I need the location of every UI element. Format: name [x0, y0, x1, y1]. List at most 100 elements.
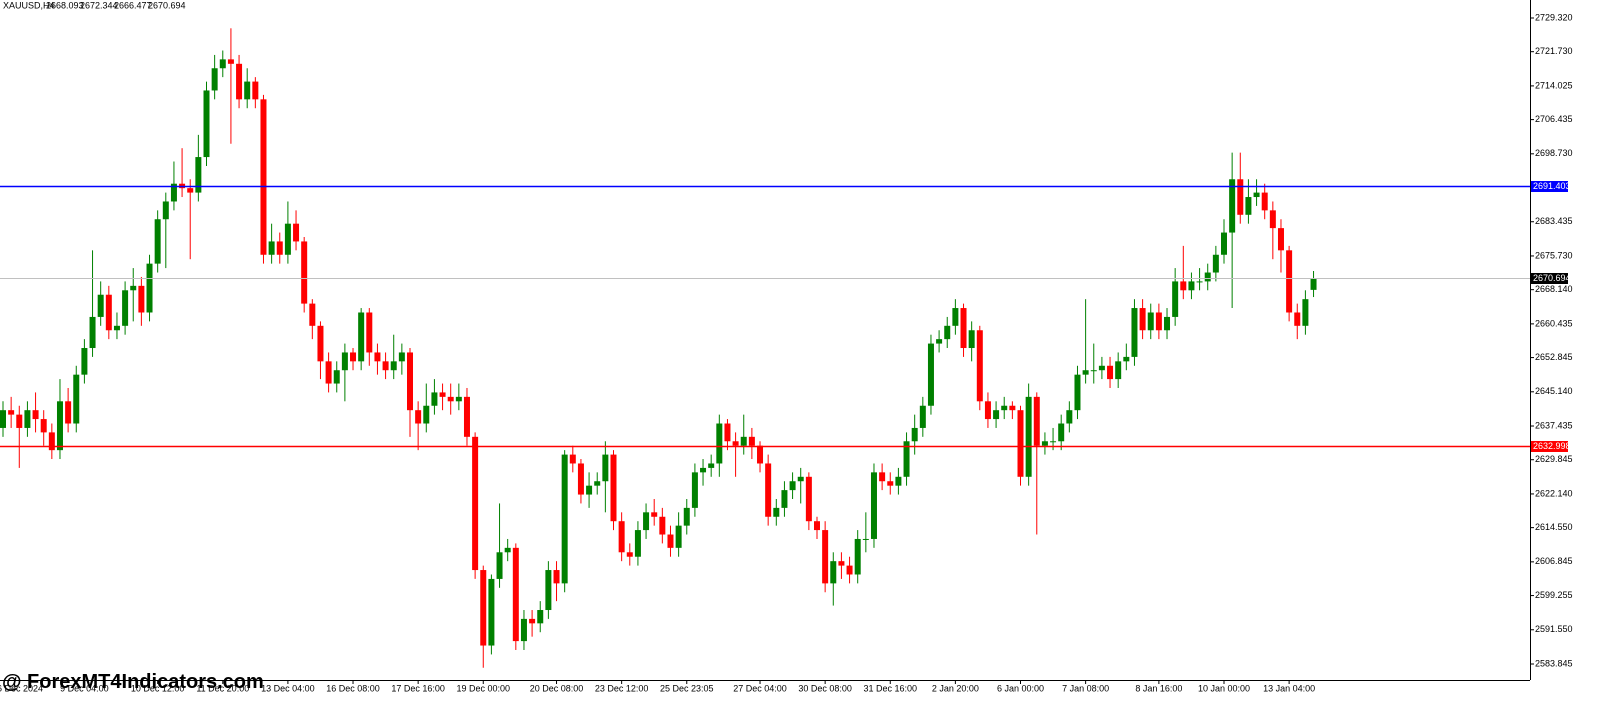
- candle-body: [993, 410, 1000, 420]
- candle-body: [1261, 192, 1268, 211]
- candle-body: [89, 316, 96, 349]
- x-tick-label: 20 Dec 08:00: [530, 683, 584, 693]
- price-label-bg: [1531, 181, 1568, 192]
- candle-body: [203, 90, 210, 158]
- candle-body: [447, 396, 454, 402]
- candle-body: [301, 241, 308, 304]
- candle-body: [814, 521, 820, 531]
- candle-body: [870, 472, 877, 539]
- candle-body: [154, 219, 161, 264]
- x-tick-label: 13 Dec 04:00: [261, 683, 315, 693]
- y-tick-label: 2683.435: [1535, 216, 1573, 226]
- candle-body: [455, 396, 462, 402]
- candle-body: [122, 290, 129, 326]
- candle-body: [830, 561, 837, 584]
- candle-body: [366, 312, 373, 353]
- candle-body: [797, 476, 804, 482]
- candle-body: [724, 423, 731, 442]
- price-label: 2670.694: [1533, 273, 1571, 283]
- x-tick-label: 7 Jan 08:00: [1062, 683, 1109, 693]
- candle-body: [8, 410, 15, 415]
- candle-body: [789, 481, 796, 491]
- candle-body: [651, 512, 658, 517]
- candle-body: [1066, 410, 1073, 424]
- price-label-bg: [1531, 273, 1568, 284]
- candle-body: [1050, 441, 1057, 443]
- y-tick-label: 2729.320: [1535, 12, 1573, 22]
- candle-body: [903, 441, 910, 477]
- price-label: 2632.998: [1533, 441, 1571, 451]
- candle-body: [32, 410, 39, 420]
- candle-body: [1269, 210, 1276, 229]
- y-tick-label: 2714.025: [1535, 80, 1573, 90]
- candle-body: [317, 325, 324, 362]
- candle-body: [1041, 441, 1048, 446]
- candle-body: [244, 81, 251, 100]
- x-tick-label: 6 Jan 00:00: [997, 683, 1044, 693]
- candle-body: [1237, 179, 1244, 215]
- candle-body: [439, 392, 446, 397]
- candle-body: [1188, 281, 1195, 291]
- x-tick-label: 16 Dec 08:00: [326, 683, 380, 693]
- candle-body: [105, 294, 112, 331]
- y-tick-label: 2652.845: [1535, 352, 1573, 362]
- candle-body: [569, 454, 576, 464]
- candle-body: [187, 188, 194, 193]
- candle-body: [1155, 312, 1162, 331]
- candle-body: [643, 512, 650, 531]
- header-open: 2668.093: [46, 0, 84, 10]
- candle-body: [1277, 228, 1284, 251]
- candle-body: [56, 401, 63, 451]
- header: XAUUSD,H4 2668.093 2672.344 2666.477 267…: [3, 0, 186, 10]
- candle-body: [610, 454, 617, 522]
- candle-body: [472, 436, 479, 571]
- candle-body: [1074, 374, 1081, 411]
- candle-body: [618, 521, 625, 553]
- candle-body: [740, 436, 747, 446]
- candle-body: [170, 183, 177, 202]
- candle-body: [675, 525, 682, 548]
- x-tick-label: 8 Jan 16:00: [1135, 683, 1182, 693]
- candle-body: [716, 423, 723, 464]
- candle-body: [1009, 405, 1016, 411]
- candle-body: [1123, 356, 1130, 362]
- candle-body: [520, 618, 527, 642]
- candle-body: [236, 63, 243, 100]
- candle-body: [757, 445, 764, 464]
- candle-body: [1139, 308, 1146, 331]
- candle-body: [284, 223, 291, 255]
- y-tick-label: 2606.845: [1535, 556, 1573, 566]
- candle-body: [781, 490, 788, 508]
- x-tick-label: 17 Dec 16:00: [391, 683, 445, 693]
- y-tick-label: 2675.730: [1535, 250, 1573, 260]
- candle-body: [1090, 370, 1097, 372]
- x-tick-label: 23 Dec 12:00: [595, 683, 649, 693]
- candle-body: [113, 325, 120, 331]
- candle-body: [1310, 278, 1317, 290]
- x-tick-label: 30 Dec 08:00: [798, 683, 852, 693]
- candle-body: [1058, 423, 1065, 442]
- candle-body: [748, 436, 755, 446]
- candle-body: [911, 427, 918, 442]
- candle-body: [40, 419, 47, 433]
- candle-body: [504, 547, 511, 553]
- candle-body: [512, 547, 519, 642]
- y-tick-label: 2721.730: [1535, 46, 1573, 56]
- candle-body: [577, 463, 584, 495]
- x-tick-label: 13 Jan 04:00: [1263, 683, 1315, 693]
- candle-body: [1082, 370, 1089, 375]
- candle-body: [431, 392, 438, 406]
- candle-body: [1212, 254, 1219, 273]
- candle-body: [1164, 316, 1171, 331]
- candle-body: [968, 330, 975, 349]
- candle-body: [162, 201, 169, 220]
- candle-body: [309, 303, 316, 326]
- candle-body: [919, 405, 926, 428]
- candle-body: [976, 330, 983, 402]
- candle-body: [805, 476, 812, 522]
- candle-body: [390, 361, 397, 371]
- header-low: 2666.477: [114, 0, 152, 10]
- candle-body: [1115, 361, 1122, 380]
- candle-body: [227, 59, 234, 64]
- x-tick-label: 10 Jan 00:00: [1198, 683, 1250, 693]
